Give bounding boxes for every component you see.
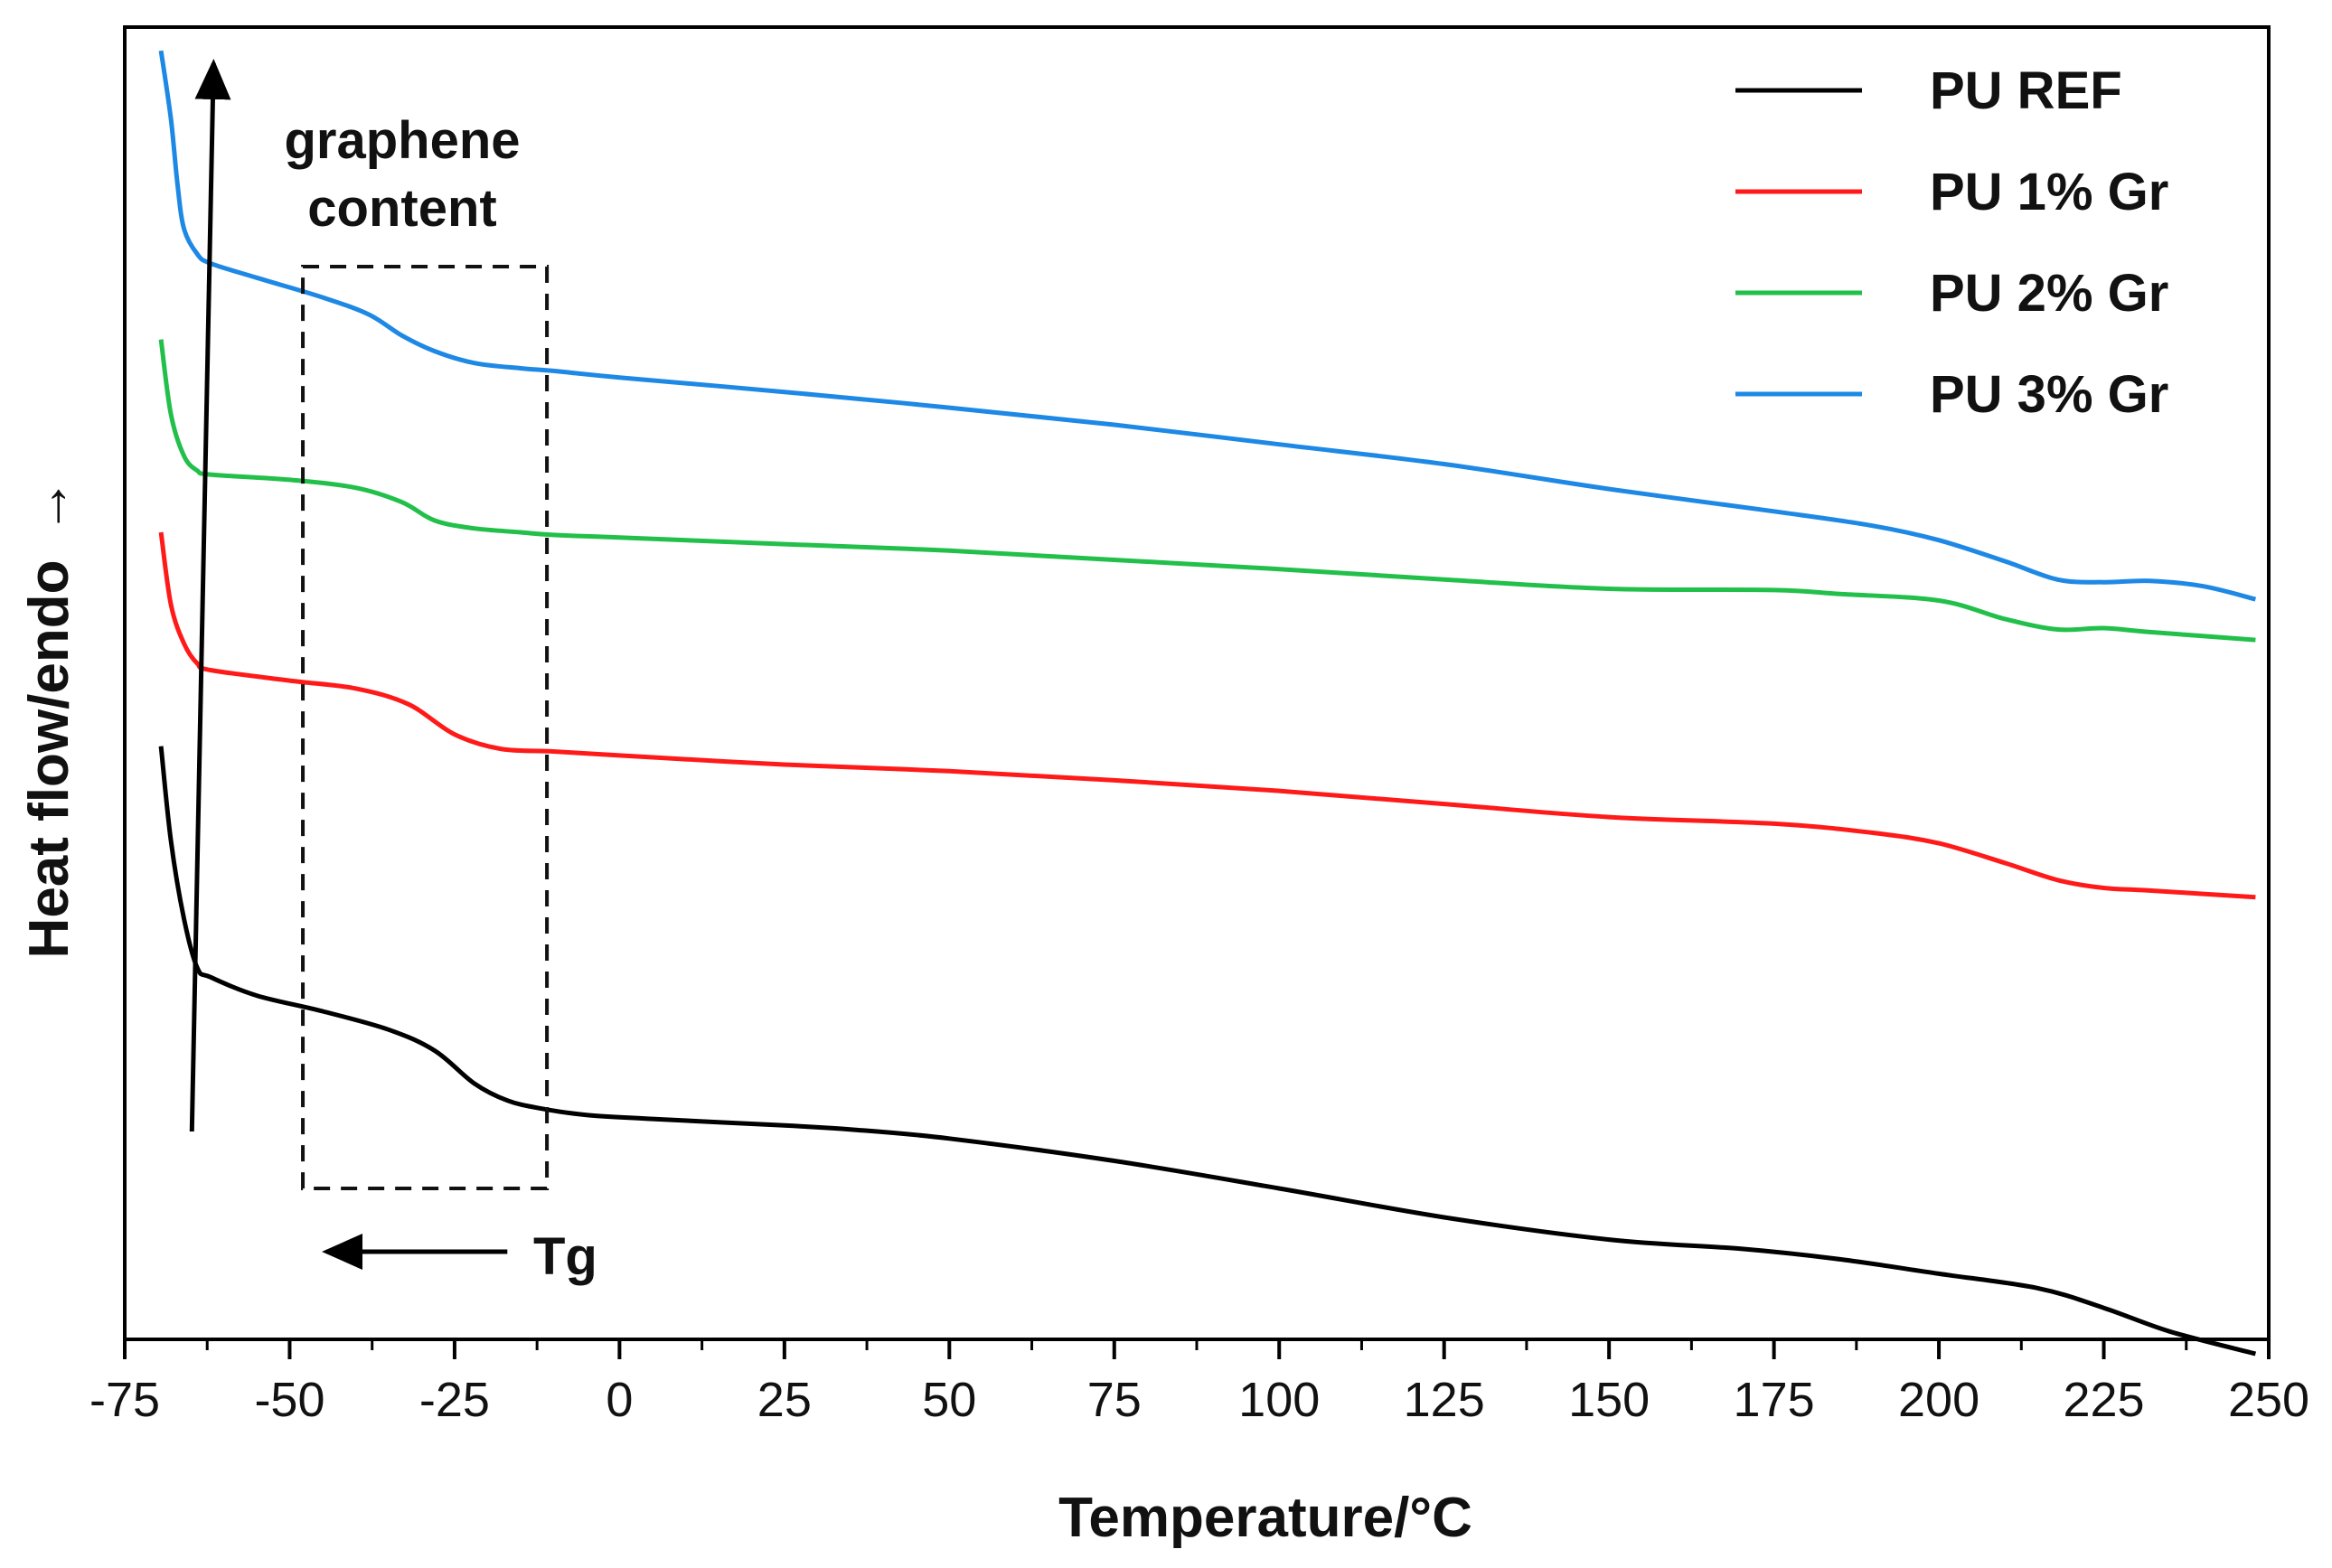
y-axis-title-group: Heat flow/endo → [18, 478, 80, 958]
x-tick-label-12: 225 [2063, 1373, 2144, 1427]
x-tick-label-13: 250 [2228, 1373, 2309, 1427]
graphene-label-line2: content [307, 179, 496, 238]
tg-region-box [301, 265, 550, 1190]
tg-label: Tg [533, 1227, 597, 1286]
graphene-content-arrow [189, 59, 231, 1132]
x-axis-ticks: -75 -50 -25 0 25 50 75 100 125 150 175 200 225 250 [89, 1339, 2309, 1427]
x-tick-label-0: -75 [89, 1373, 160, 1427]
x-axis-title: Temperature/°C [1058, 1487, 1472, 1549]
x-tick-label-4: 25 [757, 1373, 812, 1427]
x-tick-label-3: 0 [606, 1373, 633, 1427]
x-tick-label-8: 125 [1404, 1373, 1485, 1427]
series-line-2 [158, 339, 2256, 643]
x-tick-label-11: 200 [1898, 1373, 1979, 1427]
curves-group [158, 50, 2257, 1357]
y-axis-title-arrow: → [18, 478, 80, 534]
legend: PU REF PU 1% Gr PU 2% Gr PU 3% Gr [1735, 61, 2168, 424]
legend-label-1: PU 1% Gr [1930, 163, 2168, 221]
y-axis-title: Heat flow/endo [18, 560, 80, 959]
x-tick-label-7: 100 [1238, 1373, 1320, 1427]
series-line-1 [158, 531, 2256, 900]
x-tick-label-2: -25 [419, 1373, 490, 1427]
series-line-0 [158, 746, 2257, 1357]
graphene-label-line1: graphene [284, 111, 520, 170]
legend-label-0: PU REF [1930, 61, 2122, 120]
x-tick-label-10: 175 [1734, 1373, 1815, 1427]
x-tick-label-9: 150 [1568, 1373, 1650, 1427]
x-tick-label-6: 75 [1087, 1373, 1142, 1427]
legend-label-2: PU 2% Gr [1930, 264, 2168, 323]
x-tick-label-5: 50 [922, 1373, 976, 1427]
x-tick-label-1: -50 [254, 1373, 324, 1427]
series-line-3 [158, 50, 2257, 602]
legend-label-3: PU 3% Gr [1930, 365, 2168, 424]
